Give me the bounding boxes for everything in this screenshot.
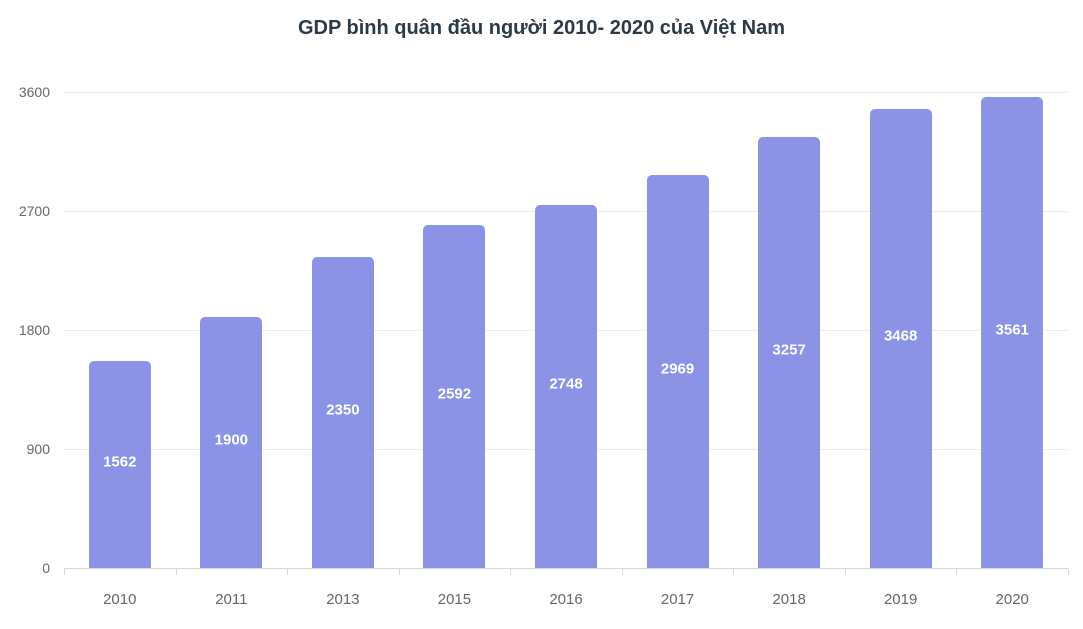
x-axis-tick: [621, 569, 623, 575]
x-axis-tick: [733, 569, 735, 575]
bar-value-label: 1562: [103, 453, 137, 470]
bar-2017[interactable]: 2969: [646, 175, 709, 568]
x-axis-tick-label: 2015: [437, 591, 472, 608]
bar-value-label: 2350: [326, 401, 360, 418]
x-axis-tick-label: 2019: [883, 591, 918, 608]
bar-2016[interactable]: 2748: [535, 205, 597, 568]
x-axis-tick-label: 2020: [995, 591, 1029, 608]
x-axis-line: [64, 568, 1068, 569]
x-axis-tick: [287, 569, 289, 575]
bar-2011[interactable]: 1900: [200, 317, 263, 568]
y-axis-tick-label: 900: [26, 441, 50, 457]
bar-value-label: 3257: [772, 341, 806, 358]
x-axis-tick-label: 2010: [103, 591, 137, 608]
bar-2013[interactable]: 2350: [311, 257, 374, 568]
bar-2020[interactable]: 3561: [981, 97, 1044, 568]
bar-2015[interactable]: 2592: [423, 225, 486, 568]
x-axis-tick-label: 2011: [215, 591, 248, 608]
chart-title: GDP bình quân đầu người 2010- 2020 của V…: [298, 17, 785, 39]
x-axis-tick: [956, 569, 958, 575]
bar-value-label: 1900: [214, 431, 249, 448]
x-axis-tick: [64, 569, 65, 575]
bar-2010[interactable]: 1562: [88, 361, 151, 568]
x-axis-tick: [510, 569, 512, 575]
bar-2019[interactable]: 3468: [869, 109, 932, 568]
bar-value-label: 2969: [660, 360, 695, 377]
x-axis-tick: [844, 569, 846, 575]
gridline-3600: [64, 91, 1068, 93]
y-axis-tick-label: 3600: [18, 84, 50, 100]
x-axis-tick-label: 2017: [660, 591, 695, 608]
x-axis-tick: [398, 569, 400, 575]
x-axis-tick: [175, 569, 177, 575]
bar-value-label: 2592: [437, 385, 472, 402]
bar-value-label: 3561: [995, 321, 1029, 338]
y-axis-tick-label: 2700: [18, 203, 50, 219]
x-axis-tick-label: 2013: [326, 591, 360, 608]
x-axis-tick-label: 2016: [549, 591, 583, 608]
bar-value-label: 2748: [549, 375, 583, 392]
bar-2018[interactable]: 3257: [758, 137, 821, 568]
bar-value-label: 3468: [883, 327, 918, 344]
y-axis-tick-label: 0: [42, 560, 50, 576]
x-axis-tick-label: 2018: [772, 591, 806, 608]
x-axis-tick: [1068, 569, 1069, 575]
y-axis-tick-label: 1800: [18, 322, 50, 338]
